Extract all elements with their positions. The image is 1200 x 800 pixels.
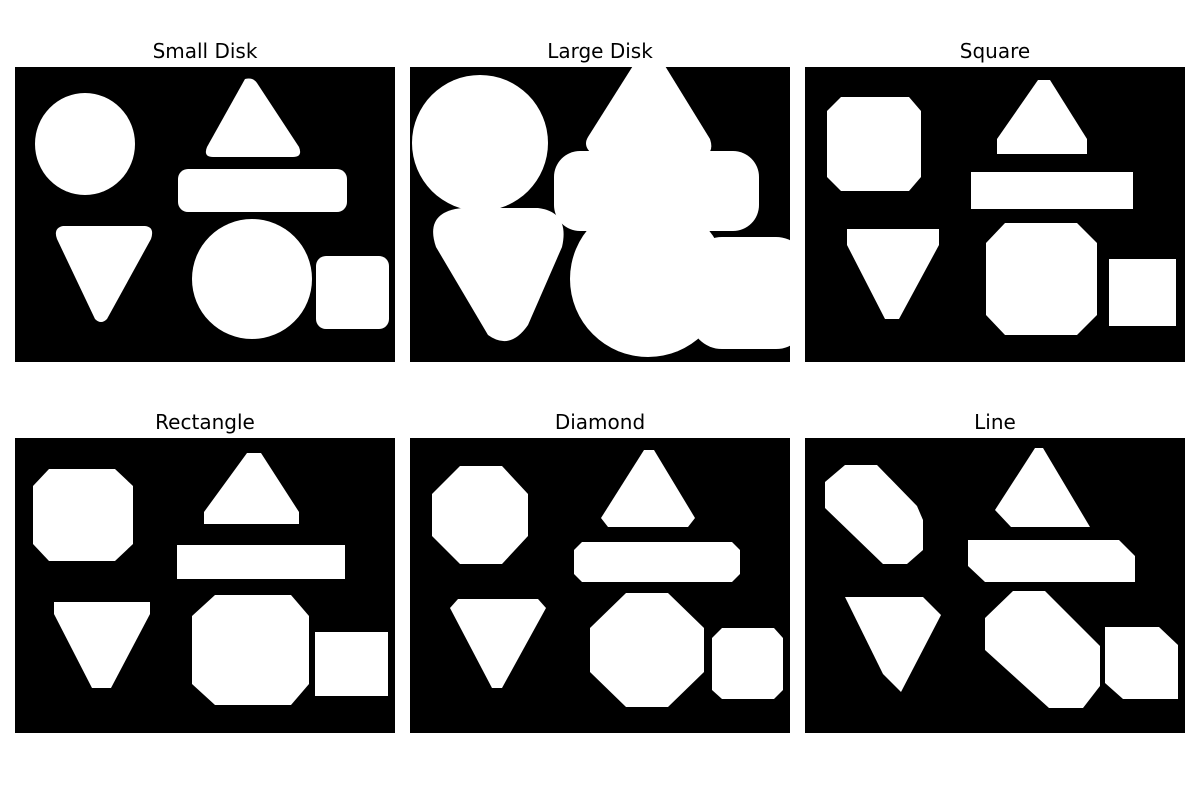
panel-title-large-disk: Large Disk xyxy=(547,39,653,63)
disk-shape xyxy=(432,466,528,564)
triangle-down-shape xyxy=(845,597,941,692)
square-result xyxy=(827,80,1176,335)
bar-shape xyxy=(968,540,1135,582)
panel-image-line xyxy=(805,438,1185,733)
panel-image-small-disk xyxy=(15,67,395,362)
disk-shape xyxy=(570,201,726,357)
disk-shape xyxy=(827,97,921,191)
panel-title-diamond: Diamond xyxy=(554,410,646,434)
triangle-up-shape xyxy=(586,67,712,155)
triangle-up-shape xyxy=(995,448,1090,527)
panel-image-square xyxy=(805,67,1185,362)
panel-image-diamond xyxy=(410,438,790,733)
triangle-up-shape xyxy=(601,450,695,527)
diamond-result xyxy=(432,450,783,707)
panel-image-rectangle xyxy=(15,438,395,733)
disk-shape xyxy=(412,75,548,211)
bar-shape xyxy=(178,169,347,212)
disk-shape xyxy=(986,223,1097,335)
triangle-down-shape xyxy=(54,602,150,688)
triangle-up-shape xyxy=(997,80,1087,154)
triangle-down-shape xyxy=(55,226,153,322)
triangle-down-shape xyxy=(450,599,546,688)
panel-image-large-disk xyxy=(410,67,790,362)
small-disk-result xyxy=(35,78,389,339)
large-disk-result xyxy=(412,67,790,357)
disk-shape xyxy=(985,591,1100,708)
triangle-down-shape xyxy=(847,229,939,319)
triangle-up-shape xyxy=(205,78,301,157)
bar-shape xyxy=(554,151,759,231)
panel-title-small-disk: Small Disk xyxy=(152,39,258,63)
panel-title-square: Square xyxy=(959,39,1031,63)
triangle-down-shape xyxy=(433,208,564,342)
square-shape xyxy=(1109,259,1176,326)
square-shape xyxy=(712,628,783,699)
line-result xyxy=(825,448,1178,708)
square-shape xyxy=(316,256,389,329)
bar-shape xyxy=(971,172,1133,209)
bar-shape xyxy=(177,545,345,579)
square-shape xyxy=(1105,627,1178,699)
square-shape xyxy=(690,237,790,349)
panel-title-rectangle: Rectangle xyxy=(155,410,255,434)
triangle-up-shape xyxy=(204,453,299,524)
rectangle-result xyxy=(33,453,388,705)
disk-shape xyxy=(590,593,704,707)
disk-shape xyxy=(35,93,135,195)
bar-shape xyxy=(574,542,740,582)
disk-shape xyxy=(192,219,312,339)
disk-shape xyxy=(33,469,133,561)
disk-shape xyxy=(192,595,309,705)
square-shape xyxy=(315,632,388,696)
panel-title-line: Line xyxy=(974,410,1016,434)
disk-shape xyxy=(825,465,923,564)
